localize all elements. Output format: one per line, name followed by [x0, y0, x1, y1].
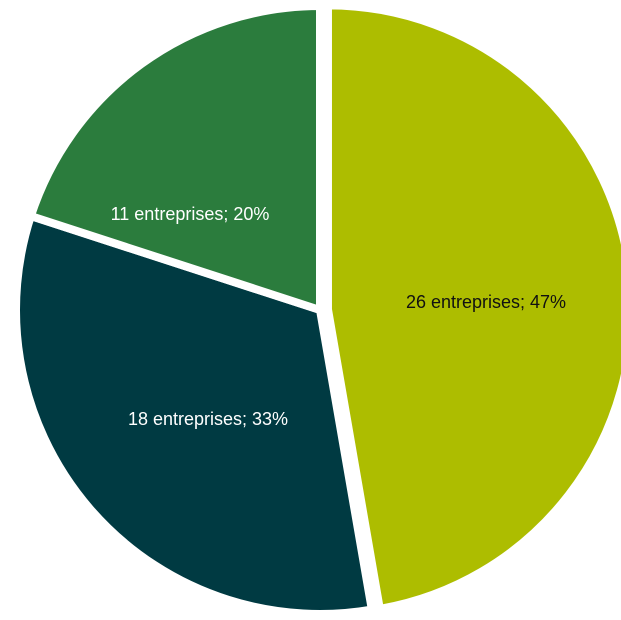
pie-slice-3: [25, 1, 324, 316]
pie-slice-2: [12, 211, 377, 618]
pie-slice-label-1: 26 entreprises; 47%: [406, 292, 566, 312]
pie-slice-label-2: 18 entreprises; 33%: [128, 409, 288, 429]
pie-slice-label-3: 11 entreprises; 20%: [111, 204, 270, 224]
pie-slice-1: [323, 1, 621, 614]
